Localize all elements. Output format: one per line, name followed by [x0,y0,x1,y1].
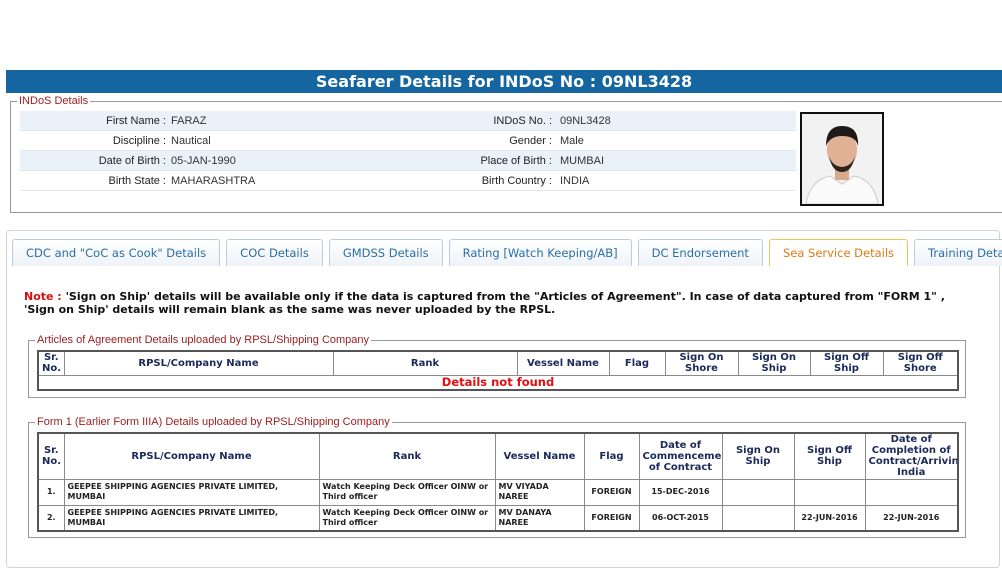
table-cell: MV DANAYA NAREE [494,504,585,532]
table-body: Details not found [37,374,959,391]
note: Note : 'Sign on Ship' details will be av… [24,290,972,316]
fieldset-legend: Form 1 (Earlier Form IIIA) Details uploa… [35,416,392,429]
field-value: Male [560,135,584,147]
table-cell [721,504,795,532]
tab-panel [6,230,1000,568]
empty-message: Details not found [37,374,959,391]
tab-bar: CDC and "CoC as Cook" Details COC Details… [12,239,1002,266]
column-header: RPSL/Company Name [63,350,334,376]
column-header: Sr. No. [37,432,65,480]
field-value: MAHARASHTRA [171,175,256,187]
articles-fieldset: Articles of Agreement Details uploaded b… [28,334,966,398]
table-cell [721,478,795,506]
page-title: Seafarer Details for INDoS No : 09NL3428 [6,70,1002,93]
column-header: Vessel Name [494,432,585,480]
column-header: Sign Off Ship [793,432,866,480]
tab[interactable]: COC Details [226,239,323,266]
table-cell: Watch Keeping Deck Officer OINW or Third… [318,478,496,506]
header-row: Sr. No. RPSL/Company Name Rank Vessel Name F… [37,432,959,480]
field-value: FARAZ [171,115,207,127]
table-cell: Watch Keeping Deck Officer OINW or Third… [318,504,496,532]
table-cell: 15-DEC-2016 [638,478,723,506]
table-head: Sr. No. RPSL/Company Name Rank Vessel Name F… [37,432,959,480]
tab[interactable]: CDC and "CoC as Cook" Details [12,239,221,266]
tab[interactable]: GMDSS Details [328,239,443,266]
tab[interactable]: Sea Service Details [768,239,909,266]
column-header: Sign Off Ship [809,350,884,376]
field-value: MUMBAI [560,155,604,167]
field-value: INDIA [560,175,590,187]
form1-table: Sr. No. RPSL/Company Name Rank Vessel Name F… [37,432,959,532]
tab[interactable]: Training Details [914,239,1002,266]
column-header: Sign Off Shore [882,350,959,376]
field-label: Gender : [509,135,552,147]
table-cell: FOREIGN [583,478,640,506]
field-label: Birth State : [108,175,166,187]
table-cell: GEEPEE SHIPPING AGENCIES PRIVATE LIMITED… [63,478,320,506]
table-cell: MV VIYADA NAREE [494,478,585,506]
fieldset-legend: Articles of Agreement Details uploaded b… [35,334,372,347]
tab[interactable]: DC Endorsement [637,239,763,266]
fieldset-legend: INDoS Details [17,95,91,108]
profile-photo [800,112,884,206]
table-cell: 1. [37,478,65,506]
column-header: Flag [608,350,666,376]
table-body: 1. GEEPEE SHIPPING AGENCIES PRIVATE LIMIT… [37,478,959,532]
field-value: Nautical [171,135,211,147]
column-header: Rank [332,350,518,376]
column-header: Flag [583,432,640,480]
table-cell: 2. [37,504,65,532]
column-header: Sign On Ship [737,350,811,376]
column-header: Date of Commencement of Contract [638,432,723,480]
field-label: First Name : [106,115,166,127]
column-header: Vessel Name [516,350,610,376]
field-label: Birth Country : [481,175,552,187]
articles-table: Sr. No. RPSL/Company Name Rank Vessel Name F… [37,350,959,391]
table-cell: 22-JUN-2016 [864,504,959,532]
column-header: Sign On Shore [664,350,739,376]
field-label: Date of Birth : [98,155,166,167]
field-value: 09NL3428 [560,115,611,127]
table-cell: FOREIGN [583,504,640,532]
note-text: 'Sign on Ship' details will be available… [24,290,945,316]
field-value: 05-JAN-1990 [171,155,236,167]
note-prefix: Note : [24,290,62,303]
header-row: Sr. No. RPSL/Company Name Rank Vessel Name F… [37,350,959,376]
column-header: RPSL/Company Name [63,432,320,480]
table-cell: GEEPEE SHIPPING AGENCIES PRIVATE LIMITED… [63,504,320,532]
detail-row: Birth State : MAHARASHTRA Birth Country : I… [20,171,796,191]
detail-row: Discipline : Nautical Gender : Male [20,131,796,151]
column-header: Rank [318,432,496,480]
data-row: 1. GEEPEE SHIPPING AGENCIES PRIVATE LIMIT… [37,478,959,506]
field-label: Discipline : [112,135,166,147]
table-cell [864,478,959,506]
detail-row: First Name : FARAZ INDoS No. : 09NL3428 [20,111,796,131]
column-header: Date of Completion of Contract/Arriving … [864,432,959,480]
tab[interactable]: Rating [Watch Keeping/AB] [448,239,632,266]
column-header: Sr. No. [37,350,65,376]
table-head: Sr. No. RPSL/Company Name Rank Vessel Name F… [37,350,959,376]
photo-image [802,114,882,205]
indos-fieldset: INDoS Details [10,95,1002,213]
detail-row: Date of Birth : 05-JAN-1990 Place of Birth… [20,151,796,171]
field-label: INDoS No. : [493,115,552,127]
column-header: Sign On Ship [721,432,795,480]
data-row: 2. GEEPEE SHIPPING AGENCIES PRIVATE LIMIT… [37,504,959,532]
form1-fieldset: Form 1 (Earlier Form IIIA) Details uploa… [28,416,966,538]
table-cell: 22-JUN-2016 [793,504,866,532]
field-label: Place of Birth : [480,155,552,167]
empty-row: Details not found [37,374,959,391]
table-cell [793,478,866,506]
table-cell: 06-OCT-2015 [638,504,723,532]
